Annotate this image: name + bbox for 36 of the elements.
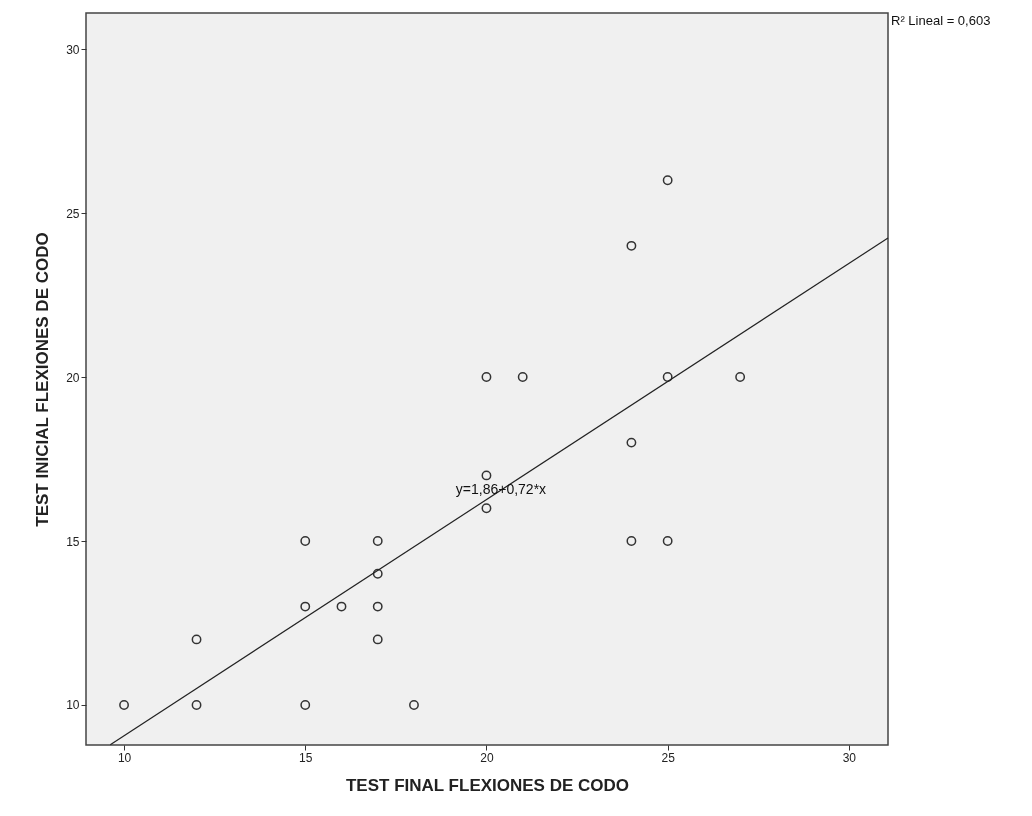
point (735, 372, 746, 382)
x-tick-label: 30 (842, 750, 857, 765)
x-axis-title: TEST FINAL FLEXIONES DE CODO (345, 775, 630, 795)
y-tick-label: 10 (66, 698, 80, 713)
point (372, 634, 383, 645)
point (372, 536, 383, 546)
x-tick-label: 10 (117, 750, 132, 765)
point (626, 536, 637, 546)
y-tick-label: 25 (66, 206, 80, 221)
point (662, 175, 673, 186)
x-tick-label: 20 (480, 750, 494, 765)
point (119, 700, 129, 710)
y-tick-label: 30 (66, 42, 80, 57)
point (626, 437, 637, 448)
point (481, 372, 492, 382)
point (336, 601, 347, 612)
point (626, 240, 637, 251)
y-tick-label: 20 (66, 370, 80, 385)
point (517, 372, 528, 382)
point (481, 470, 492, 481)
point (372, 568, 383, 579)
y-tick-label: 15 (66, 534, 80, 549)
y-axis-title: TEST INICIAL FLEXIONES DE CODO (33, 232, 53, 527)
point (662, 372, 673, 382)
point (409, 700, 419, 710)
point (662, 536, 673, 546)
x-tick-label: 15 (299, 750, 313, 765)
text: R² Lineal = 0,603 (891, 13, 991, 28)
point (372, 601, 383, 612)
point (300, 536, 311, 546)
x-tick-label: 25 (661, 750, 676, 765)
point (191, 634, 202, 645)
point (300, 601, 311, 612)
point (300, 700, 311, 710)
point (481, 503, 492, 514)
point (191, 700, 202, 710)
